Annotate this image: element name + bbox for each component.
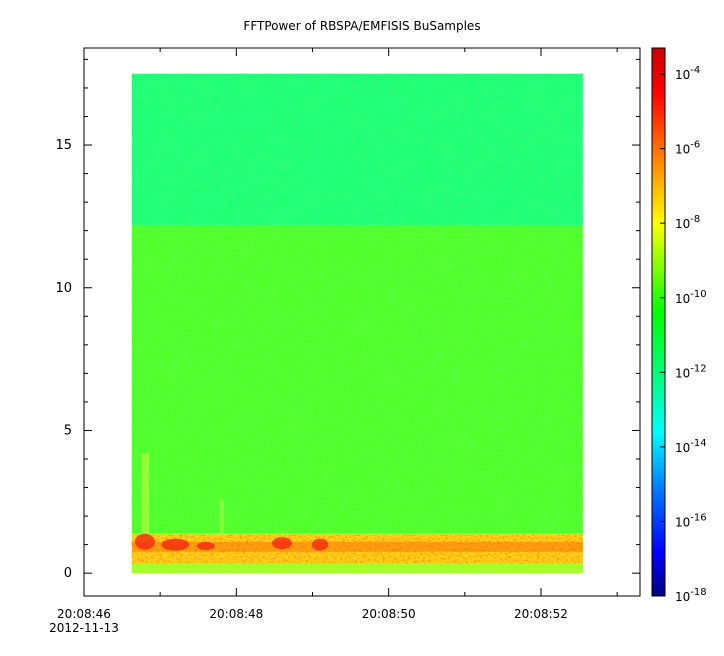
colorbar-tick-label: 10-4 bbox=[675, 65, 700, 82]
spectrogram-texture bbox=[131, 73, 583, 574]
x-tick-date-label: 2012-11-13 bbox=[49, 621, 119, 635]
emission-peak-5 bbox=[196, 542, 215, 551]
x-tick-label: 20:08:48 bbox=[209, 607, 263, 621]
plot-frame bbox=[83, 47, 641, 597]
emission-streak-1 bbox=[141, 453, 150, 534]
y-tick-label: 10 bbox=[55, 281, 72, 296]
colorbar-tick-label: 10-6 bbox=[675, 140, 700, 157]
colorbar-tick-label: 10-8 bbox=[675, 214, 700, 231]
emission-streak-2 bbox=[219, 498, 224, 534]
x-tick-label: 20:08:52 bbox=[514, 607, 568, 621]
colorbar-tick-label: 10-14 bbox=[675, 438, 707, 455]
y-tick-label: 5 bbox=[64, 423, 72, 438]
emission-peak-1 bbox=[134, 533, 155, 550]
colorbar: 10-4 10-6 10-8 10-10 10-12 10-14 10-16 10-18 bbox=[651, 47, 707, 604]
emission-peak-4 bbox=[312, 538, 329, 551]
x-tick-label: 20:08:46 bbox=[57, 607, 111, 621]
colorbar-tick-label: 10-12 bbox=[675, 363, 707, 380]
chart-title: FFTPower of RBSPA/EMFISIS BuSamples bbox=[243, 19, 480, 33]
colorbar-tick-label: 10-18 bbox=[675, 587, 707, 604]
y-tick-label: 0 bbox=[64, 566, 72, 581]
emission-peak-3 bbox=[272, 537, 293, 550]
plot-area bbox=[83, 47, 641, 597]
colorbar-tick-label: 10-10 bbox=[675, 289, 707, 306]
y-axis: 0 5 10 15 bbox=[55, 58, 640, 581]
colorbar-tick-label: 10-16 bbox=[675, 512, 707, 529]
colorbar-gradient bbox=[651, 47, 666, 597]
y-tick-label: 15 bbox=[55, 138, 72, 153]
x-tick-label: 20:08:50 bbox=[362, 607, 416, 621]
emission-peak-2 bbox=[161, 538, 190, 551]
